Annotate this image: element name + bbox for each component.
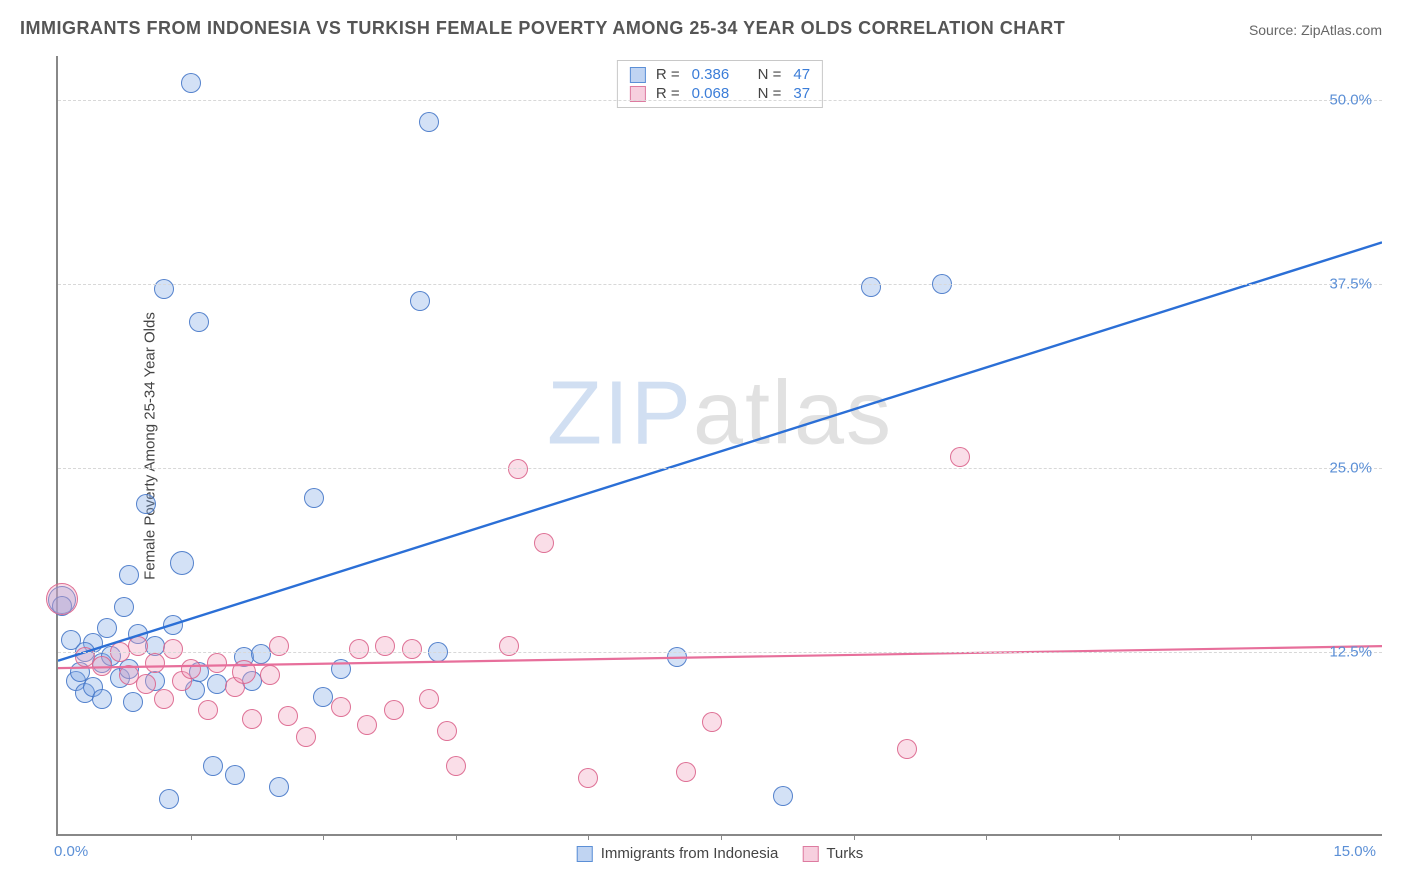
data-point-s1 — [861, 277, 881, 297]
x-tick — [191, 834, 192, 840]
legend-item-series-2: Turks — [802, 845, 863, 862]
x-tick — [721, 834, 722, 840]
x-tick-label: 0.0% — [54, 843, 88, 860]
data-point-s2 — [260, 665, 280, 685]
watermark-part-b: atlas — [693, 363, 893, 463]
data-point-s2 — [46, 583, 78, 615]
data-point-s1 — [154, 279, 174, 299]
data-point-s2 — [676, 762, 696, 782]
data-point-s2 — [437, 721, 457, 741]
y-tick-label: 37.5% — [1329, 276, 1372, 293]
data-point-s2 — [357, 715, 377, 735]
data-point-s1 — [410, 291, 430, 311]
data-point-s2 — [446, 756, 466, 776]
y-tick-label: 25.0% — [1329, 460, 1372, 477]
data-point-s2 — [950, 447, 970, 467]
data-point-s2 — [419, 689, 439, 709]
swatch-series-1 — [630, 67, 646, 83]
data-point-s2 — [145, 653, 165, 673]
data-point-s2 — [92, 656, 112, 676]
data-point-s1 — [189, 312, 209, 332]
gridline-h — [58, 284, 1382, 285]
watermark: ZIPatlas — [547, 362, 893, 465]
data-point-s2 — [578, 768, 598, 788]
data-point-s2 — [402, 639, 422, 659]
data-point-s2 — [278, 706, 298, 726]
data-point-s1 — [159, 789, 179, 809]
gridline-h — [58, 652, 1382, 653]
source-prefix: Source: — [1249, 22, 1301, 38]
swatch-series-2 — [630, 86, 646, 102]
x-tick — [1251, 834, 1252, 840]
data-point-s1 — [331, 659, 351, 679]
data-point-s1 — [92, 689, 112, 709]
gridline-h — [58, 100, 1382, 101]
x-tick — [854, 834, 855, 840]
data-point-s2 — [331, 697, 351, 717]
data-point-s1 — [163, 615, 183, 635]
r-value-series-1: 0.386 — [692, 66, 740, 83]
legend-label-series-2: Turks — [826, 845, 863, 862]
series-legend: Immigrants from Indonesia Turks — [577, 845, 864, 862]
data-point-s2 — [232, 660, 256, 684]
data-point-s1 — [419, 112, 439, 132]
legend-item-series-1: Immigrants from Indonesia — [577, 845, 779, 862]
data-point-s2 — [242, 709, 262, 729]
data-point-s1 — [181, 73, 201, 93]
scatter-plot-area: ZIPatlas R = 0.386 N = 47 R = 0.068 N = … — [56, 56, 1382, 836]
data-point-s1 — [773, 786, 793, 806]
x-tick — [1119, 834, 1120, 840]
data-point-s1 — [667, 647, 687, 667]
x-tick — [588, 834, 589, 840]
data-point-s2 — [198, 700, 218, 720]
gridline-h — [58, 468, 1382, 469]
data-point-s1 — [114, 597, 134, 617]
n-value-series-1: 47 — [793, 66, 810, 83]
chart-title: IMMIGRANTS FROM INDONESIA VS TURKISH FEM… — [20, 18, 1065, 39]
data-point-s1 — [119, 565, 139, 585]
trend-line-s1 — [58, 242, 1382, 660]
legend-row-series-1: R = 0.386 N = 47 — [630, 65, 810, 84]
data-point-s1 — [304, 488, 324, 508]
data-point-s2 — [181, 659, 201, 679]
source-attribution: Source: ZipAtlas.com — [1249, 22, 1382, 38]
x-tick — [986, 834, 987, 840]
x-tick — [456, 834, 457, 840]
x-tick-label: 15.0% — [1333, 843, 1376, 860]
data-point-s1 — [136, 494, 156, 514]
data-point-s2 — [384, 700, 404, 720]
data-point-s1 — [97, 618, 117, 638]
data-point-s1 — [170, 551, 194, 575]
x-tick — [323, 834, 324, 840]
r-label: R = — [656, 66, 680, 83]
y-tick-label: 12.5% — [1329, 644, 1372, 661]
legend-label-series-1: Immigrants from Indonesia — [601, 845, 779, 862]
swatch-series-1 — [577, 846, 593, 862]
data-point-s1 — [269, 777, 289, 797]
data-point-s1 — [203, 756, 223, 776]
data-point-s2 — [349, 639, 369, 659]
watermark-part-a: ZIP — [547, 363, 693, 463]
data-point-s1 — [123, 692, 143, 712]
data-point-s2 — [702, 712, 722, 732]
n-label: N = — [758, 66, 782, 83]
data-point-s2 — [207, 653, 227, 673]
y-tick-label: 50.0% — [1329, 92, 1372, 109]
data-point-s2 — [897, 739, 917, 759]
data-point-s1 — [225, 765, 245, 785]
data-point-s2 — [136, 674, 156, 694]
data-point-s2 — [154, 689, 174, 709]
source-name: ZipAtlas.com — [1301, 22, 1382, 38]
data-point-s2 — [296, 727, 316, 747]
swatch-series-2 — [802, 846, 818, 862]
data-point-s2 — [534, 533, 554, 553]
data-point-s2 — [163, 639, 183, 659]
